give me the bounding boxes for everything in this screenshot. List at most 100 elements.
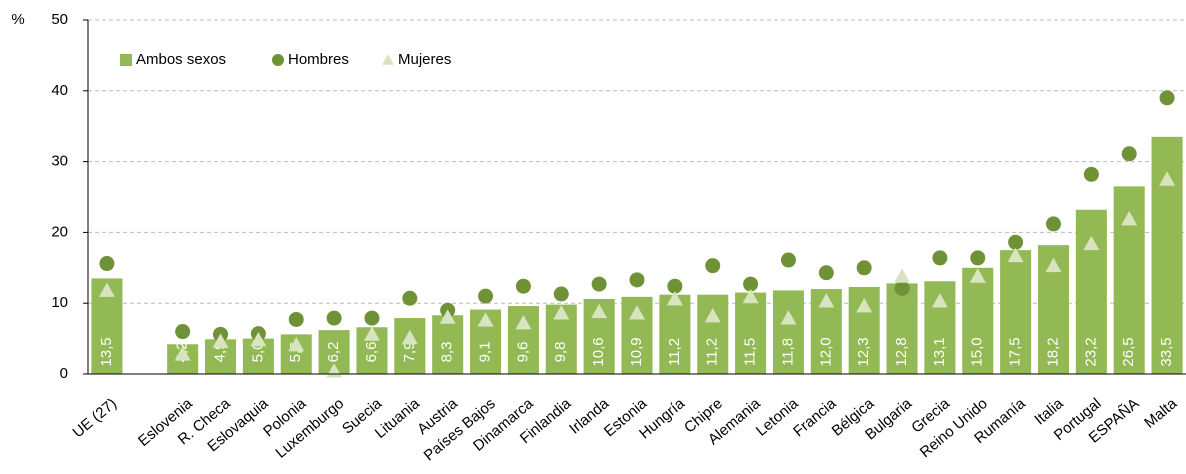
bar	[962, 267, 994, 374]
point-hombres	[591, 276, 607, 292]
y-tick-label: 50	[51, 11, 68, 28]
value-label: 10,9	[628, 337, 645, 366]
value-label: 26,5	[1120, 337, 1137, 366]
value-label: 10,6	[590, 337, 607, 366]
value-label: 9,6	[514, 342, 531, 363]
point-hombres	[932, 250, 948, 266]
legend-swatch	[120, 54, 132, 66]
point-hombres	[99, 256, 115, 272]
bar	[735, 292, 767, 374]
value-label: 17,5	[1007, 337, 1024, 366]
point-hombres	[818, 265, 834, 281]
point-mujeres	[931, 293, 948, 308]
point-mujeres	[894, 268, 911, 283]
value-label: 15,0	[969, 337, 986, 366]
point-mujeres	[1121, 210, 1138, 226]
point-mujeres	[250, 332, 267, 347]
bar	[432, 315, 464, 374]
point-mujeres	[401, 329, 418, 345]
point-mujeres	[439, 309, 456, 324]
point-hombres	[326, 310, 342, 326]
point-mujeres	[553, 305, 570, 320]
point-hombres	[743, 276, 759, 292]
point-hombres	[705, 258, 721, 274]
point-hombres	[780, 252, 796, 268]
point-mujeres	[98, 282, 115, 297]
point-mujeres	[969, 268, 986, 283]
point-hombres	[667, 278, 683, 294]
point-mujeres	[515, 315, 532, 330]
value-label: 5,0	[249, 342, 266, 363]
bar	[659, 294, 691, 374]
point-mujeres	[477, 312, 494, 327]
value-label: 9,8	[552, 342, 569, 363]
bar	[394, 318, 426, 374]
point-hombres	[478, 288, 494, 304]
y-tick-label: 40	[51, 82, 68, 99]
value-label: 11,2	[666, 338, 683, 366]
value-label: 12,8	[893, 337, 910, 366]
bar	[1000, 250, 1032, 374]
y-tick-label: 30	[51, 153, 68, 170]
point-mujeres	[288, 336, 305, 352]
point-mujeres	[363, 326, 380, 341]
value-label: 13,1	[931, 337, 948, 366]
point-mujeres	[1007, 247, 1024, 263]
value-label: 12,3	[855, 337, 872, 366]
point-hombres	[175, 324, 191, 340]
value-label: 11,8	[779, 338, 796, 366]
legend-label: Hombres	[288, 51, 349, 68]
point-mujeres	[704, 307, 721, 323]
point-hombres	[1008, 234, 1024, 250]
y-tick-label: 10	[51, 294, 68, 311]
value-label: 18,2	[1044, 337, 1061, 366]
point-hombres	[894, 280, 910, 296]
point-mujeres	[212, 333, 229, 348]
point-mujeres	[742, 288, 759, 304]
value-label: 13,5	[98, 337, 115, 366]
point-hombres	[402, 290, 418, 306]
point-hombres	[970, 250, 986, 266]
value-label: 8,3	[439, 342, 456, 363]
point-hombres	[629, 272, 645, 288]
point-hombres	[288, 311, 304, 327]
point-mujeres	[629, 305, 645, 320]
value-label: 33,5	[1158, 337, 1175, 366]
y-axis-label: %	[11, 11, 24, 28]
value-label: 9,1	[477, 342, 494, 363]
x-tick-label: Francia	[790, 395, 840, 441]
legend-swatch	[272, 54, 284, 66]
point-hombres	[515, 278, 531, 294]
x-tick-label: Malta	[1141, 395, 1181, 432]
point-hombres	[1159, 90, 1175, 106]
bar	[886, 283, 918, 374]
point-mujeres	[1045, 257, 1062, 273]
legend-swatch	[382, 54, 394, 65]
point-hombres	[553, 286, 569, 302]
bar	[697, 294, 729, 374]
x-tick-label: UE (27)	[70, 395, 121, 441]
point-hombres	[856, 260, 872, 276]
legend-label: Ambos sexos	[136, 51, 226, 68]
point-mujeres	[1083, 235, 1100, 251]
value-label: 6,6	[363, 342, 380, 363]
y-tick-label: 0	[60, 365, 68, 382]
value-label: 6,2	[325, 342, 342, 363]
point-mujeres	[856, 298, 873, 313]
point-mujeres	[666, 290, 683, 306]
point-mujeres	[818, 293, 835, 308]
value-label: 11,5	[742, 338, 759, 366]
y-tick-label: 20	[51, 223, 68, 240]
bar	[772, 290, 804, 374]
value-label: 7,9	[401, 342, 418, 363]
value-label: 11,2	[704, 338, 721, 366]
legend-label: Mujeres	[398, 51, 451, 68]
point-hombres	[1083, 166, 1099, 182]
point-mujeres	[591, 303, 608, 319]
point-hombres	[1121, 146, 1137, 162]
point-hombres	[364, 310, 380, 326]
value-label: 12,0	[817, 337, 834, 366]
point-mujeres	[780, 310, 797, 325]
point-mujeres	[174, 346, 191, 361]
